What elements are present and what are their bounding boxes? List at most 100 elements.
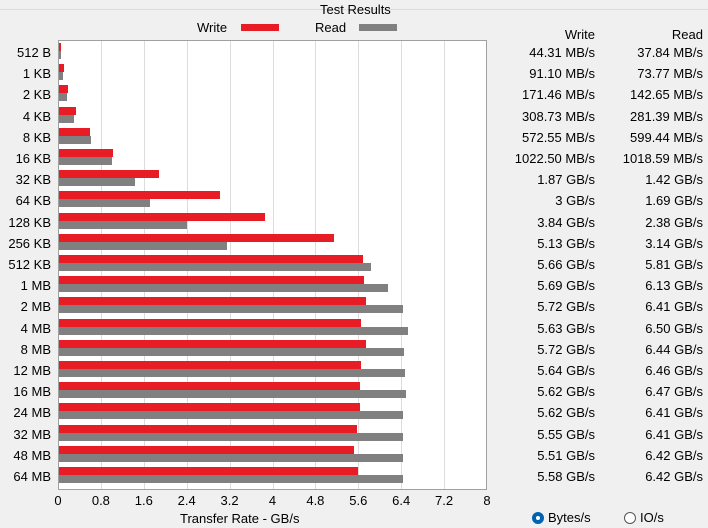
- bar-read: [59, 199, 150, 208]
- write-value: 5.58 GB/s: [537, 469, 595, 484]
- bar-write: [59, 233, 335, 242]
- bar-read: [59, 157, 113, 165]
- read-column-header: Read: [671, 27, 703, 42]
- write-value: 5.69 GB/s: [537, 278, 595, 294]
- write-value: 44.31 MB/s: [529, 45, 595, 60]
- bar-write: [59, 276, 365, 285]
- write-value: 5.72 GB/s: [537, 299, 595, 315]
- y-tick-label: 64 MB: [13, 469, 51, 484]
- read-value: 73.77 MB/s: [637, 66, 703, 82]
- read-value: 6.44 GB/s: [645, 341, 703, 357]
- read-value: 6.13 GB/s: [645, 278, 703, 294]
- read-value: 6.42 GB/s: [645, 469, 703, 484]
- bar-read: [59, 347, 405, 356]
- bar-read: [59, 72, 63, 81]
- bar-read: [59, 411, 403, 420]
- y-tick-label: 2 MB: [20, 299, 51, 315]
- y-tick-label: 4 KB: [22, 108, 51, 124]
- bar-write: [59, 64, 64, 73]
- bar-write: [59, 43, 62, 51]
- write-value: 3 GB/s: [555, 193, 595, 209]
- x-tick-label: 3.2: [220, 493, 239, 508]
- y-tick-label: 24 MB: [13, 405, 51, 421]
- read-value: 2.38 GB/s: [645, 214, 703, 230]
- bar-read: [59, 453, 404, 462]
- x-tick-label: 0.8: [91, 493, 110, 508]
- write-value: 5.62 GB/s: [537, 405, 595, 421]
- bar-write: [59, 297, 366, 306]
- io-radio-label: IO/s: [640, 510, 664, 525]
- legend-write-swatch: [241, 24, 279, 31]
- bar-write: [59, 382, 361, 391]
- write-value: 5.63 GB/s: [537, 320, 595, 336]
- y-tick-label: 8 KB: [22, 129, 51, 145]
- y-tick-label: 48 MB: [13, 447, 51, 463]
- gridline: [444, 41, 446, 489]
- bar-write: [59, 339, 366, 348]
- bar-write: [59, 361, 362, 369]
- bar-read: [59, 284, 388, 293]
- legend-write-label: Write: [197, 20, 228, 35]
- bar-read: [59, 135, 92, 144]
- bar-write: [59, 467, 359, 475]
- read-value: 5.81 GB/s: [645, 257, 703, 272]
- bar-write: [59, 255, 363, 263]
- x-tick-label: 8: [483, 493, 491, 508]
- x-axis-label: Transfer Rate - GB/s: [180, 511, 300, 526]
- bar-write: [59, 106, 76, 115]
- y-tick-label: 256 KB: [8, 235, 51, 251]
- bytes-radio[interactable]: Bytes/s: [532, 510, 591, 525]
- y-tick-label: 128 KB: [8, 214, 51, 230]
- divider: [0, 9, 708, 10]
- y-tick-label: 2 KB: [22, 87, 51, 103]
- y-tick-label: 4 MB: [20, 320, 51, 336]
- read-value: 1.42 GB/s: [645, 172, 703, 188]
- legend-read-label: Read: [315, 20, 347, 35]
- y-tick-label: 1 KB: [22, 66, 51, 82]
- write-value: 5.64 GB/s: [537, 363, 595, 378]
- write-value: 572.55 MB/s: [522, 129, 595, 145]
- radio-unselected-icon: [624, 511, 636, 524]
- x-tick-label: 6.4: [392, 493, 411, 508]
- y-tick-label: 512 KB: [8, 257, 51, 272]
- y-tick-label: 64 KB: [15, 193, 51, 209]
- read-value: 3.14 GB/s: [645, 235, 703, 251]
- bar-write: [59, 318, 361, 327]
- read-value: 142.65 MB/s: [630, 87, 703, 103]
- x-tick-label: 4: [268, 493, 277, 508]
- bar-read: [59, 263, 371, 271]
- write-value: 91.10 MB/s: [529, 66, 595, 82]
- bar-read: [59, 390, 406, 399]
- write-value: 3.84 GB/s: [537, 214, 595, 230]
- bar-write: [59, 191, 220, 200]
- write-value: 5.13 GB/s: [537, 235, 595, 251]
- bar-write: [59, 170, 160, 179]
- write-value: 5.72 GB/s: [537, 341, 595, 357]
- write-value: 1.87 GB/s: [537, 172, 595, 188]
- read-value: 6.46 GB/s: [645, 363, 703, 378]
- x-tick-label: 7.2: [435, 493, 454, 508]
- write-column-header: Write: [564, 27, 595, 42]
- write-value: 308.73 MB/s: [522, 108, 595, 124]
- bar-write: [59, 403, 361, 412]
- y-tick-label: 1 MB: [20, 278, 51, 294]
- bar-write: [59, 149, 113, 157]
- read-value: 1.69 GB/s: [645, 193, 703, 209]
- io-radio[interactable]: IO/s: [624, 510, 664, 525]
- read-value: 6.41 GB/s: [645, 405, 703, 421]
- bytes-radio-label: Bytes/s: [548, 510, 591, 525]
- bar-read: [59, 432, 403, 441]
- read-value: 6.42 GB/s: [645, 447, 703, 463]
- y-tick-label: 16 MB: [13, 384, 51, 400]
- bar-read: [59, 305, 403, 314]
- read-value: 1018.59 MB/s: [622, 151, 703, 166]
- read-value: 6.41 GB/s: [645, 426, 703, 442]
- gridline: [401, 41, 403, 489]
- bar-read: [59, 178, 136, 187]
- bar-write: [59, 85, 69, 94]
- x-tick-label: 0: [54, 493, 62, 508]
- read-value: 37.84 MB/s: [637, 45, 703, 60]
- x-tick-label: 2.4: [177, 493, 196, 508]
- read-value: 281.39 MB/s: [630, 108, 703, 124]
- y-tick-label: 32 KB: [15, 172, 51, 188]
